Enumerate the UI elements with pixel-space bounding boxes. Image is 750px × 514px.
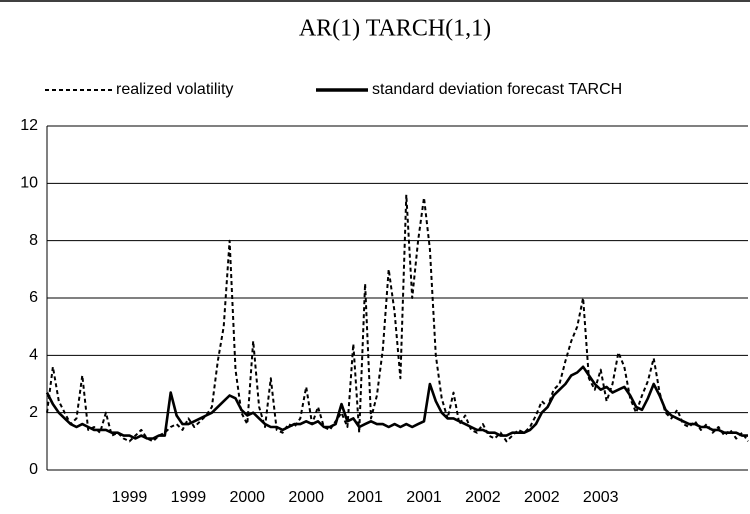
y-tick-label: 2 (29, 404, 38, 421)
x-tick-label: 2003 (583, 489, 619, 506)
chart-title: AR(1) TARCH(1,1) (299, 16, 491, 42)
x-tick-label: 2001 (347, 489, 383, 506)
y-tick-label: 0 (29, 461, 38, 478)
y-tick-label: 4 (29, 347, 38, 364)
series-line (46, 193, 749, 443)
x-tick-label: 1999 (112, 489, 148, 506)
x-tick-label: 2002 (524, 489, 560, 506)
y-tick-label: 6 (29, 289, 38, 306)
x-tick-label: 2000 (229, 489, 265, 506)
x-tick-label: 2002 (465, 489, 501, 506)
x-tick-label: 2001 (406, 489, 442, 506)
series-line (45, 365, 748, 440)
legend-label: realized volatility (116, 81, 233, 98)
legend-label: standard deviation forecast TARCH (372, 81, 622, 98)
y-tick-label: 10 (20, 175, 38, 192)
y-tick-label: 8 (29, 232, 38, 249)
x-tick-label: 2000 (288, 489, 324, 506)
y-tick-label: 12 (20, 117, 38, 134)
x-tick-label: 1999 (171, 489, 207, 506)
